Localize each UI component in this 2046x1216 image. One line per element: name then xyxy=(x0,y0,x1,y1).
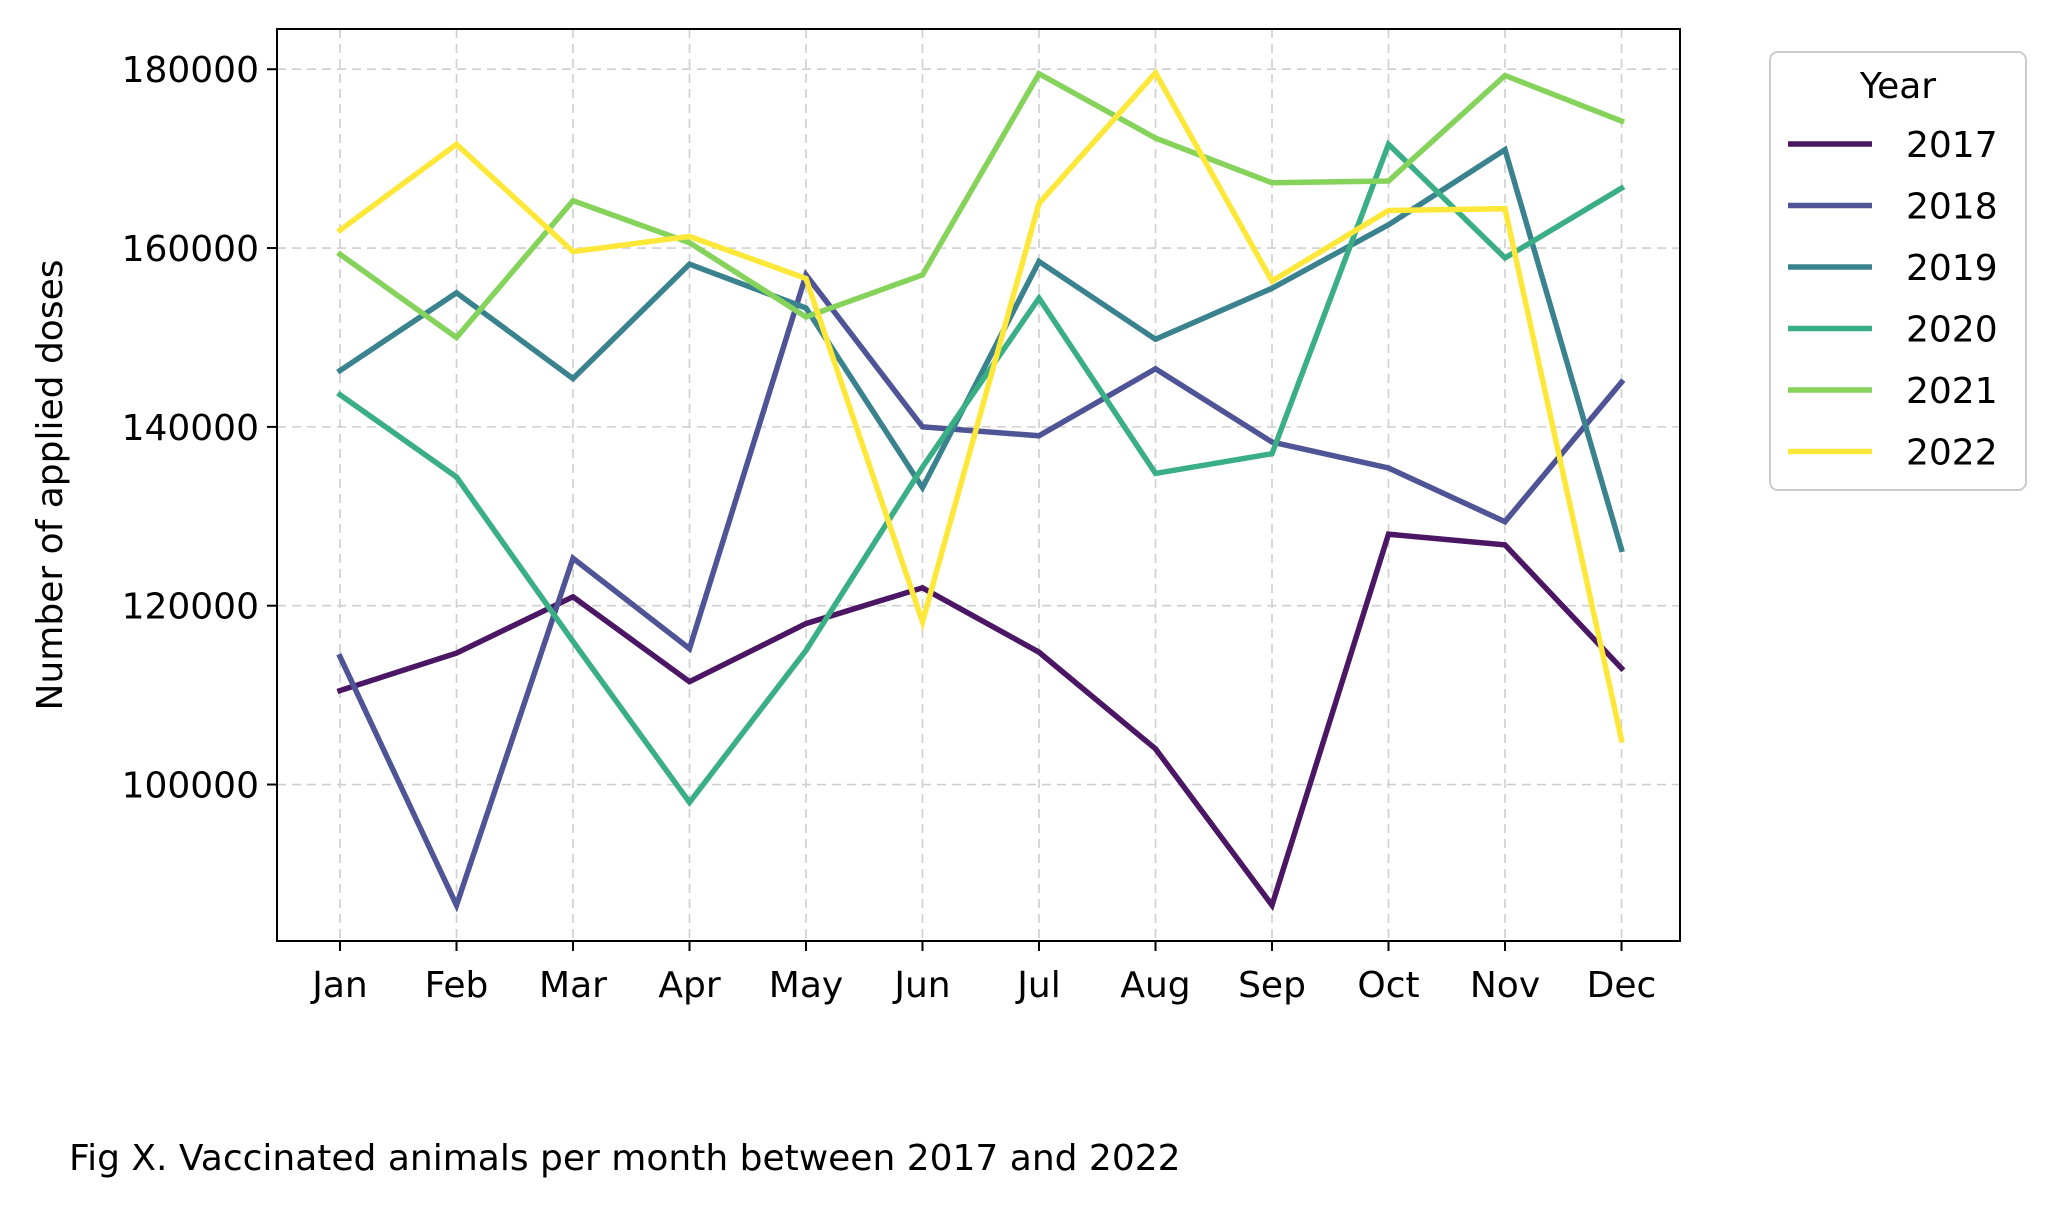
legend-label-2017: 2017 xyxy=(1906,125,1998,166)
y-tick-label: 180000 xyxy=(122,50,259,91)
y-tick-label: 120000 xyxy=(122,587,259,628)
y-tick-label: 140000 xyxy=(122,408,259,449)
x-tick-label: Jul xyxy=(1015,965,1060,1006)
legend-label-2019: 2019 xyxy=(1906,248,1998,289)
series-line-2021 xyxy=(336,69,1626,342)
x-tick-label: Aug xyxy=(1120,965,1190,1006)
legend-label-2020: 2020 xyxy=(1906,310,1998,351)
figure-caption: Fig X. Vaccinated animals per month betw… xyxy=(69,1138,1181,1179)
series-line-2022 xyxy=(336,68,1625,744)
legend-title: Year xyxy=(1859,66,1936,107)
x-tick-label: Mar xyxy=(539,965,607,1006)
series-line-2020 xyxy=(336,139,1626,808)
legend-label-2021: 2021 xyxy=(1906,371,1998,412)
legend-label-2022: 2022 xyxy=(1906,433,1998,474)
y-tick-label: 100000 xyxy=(122,766,259,807)
grid-lines xyxy=(277,29,1680,941)
x-tick-label: Feb xyxy=(425,965,489,1006)
legend-label-2018: 2018 xyxy=(1906,187,1998,228)
x-tick-label: Jun xyxy=(892,965,950,1006)
series-lines xyxy=(336,68,1626,913)
x-tick-label: Dec xyxy=(1587,965,1657,1006)
plot-area-frame xyxy=(276,28,1681,942)
x-tick-label: May xyxy=(769,965,843,1006)
x-tick-label: Jan xyxy=(310,965,368,1006)
x-axis: Jan Feb Mar Apr May Jun Jul Aug Sep Oct Nov Dec xyxy=(310,941,1656,1006)
legend-frame xyxy=(1769,51,2027,491)
x-tick-label: Oct xyxy=(1357,965,1419,1006)
series-line-2017 xyxy=(336,531,1626,912)
x-tick-label: Nov xyxy=(1470,965,1540,1006)
legend: Year 2017 2018 2019 2020 2021 2022 xyxy=(1769,51,2027,491)
y-tick-label: 160000 xyxy=(122,229,259,270)
x-tick-label: Sep xyxy=(1238,965,1306,1006)
y-axis: 100000 120000 140000 160000 180000 xyxy=(122,50,277,807)
x-tick-label: Apr xyxy=(658,965,720,1006)
y-axis-label: Number of applied doses xyxy=(30,260,71,711)
